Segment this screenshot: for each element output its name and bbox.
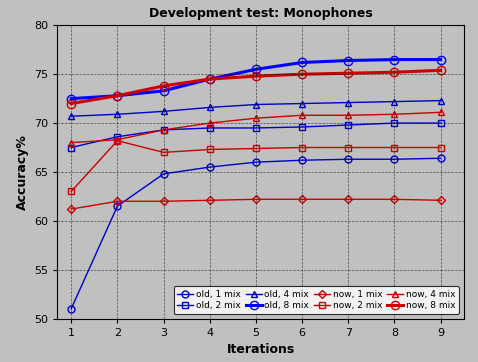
- Title: Development test: Monophones: Development test: Monophones: [149, 7, 372, 20]
- Y-axis label: Accuracy%: Accuracy%: [16, 134, 29, 210]
- Legend: old, 1 mix, old, 2 mix, old, 4 mix, old, 8 mix, now, 1 mix, now, 2 mix, now, 4 m: old, 1 mix, old, 2 mix, old, 4 mix, old,…: [174, 286, 459, 314]
- X-axis label: Iterations: Iterations: [227, 343, 294, 356]
